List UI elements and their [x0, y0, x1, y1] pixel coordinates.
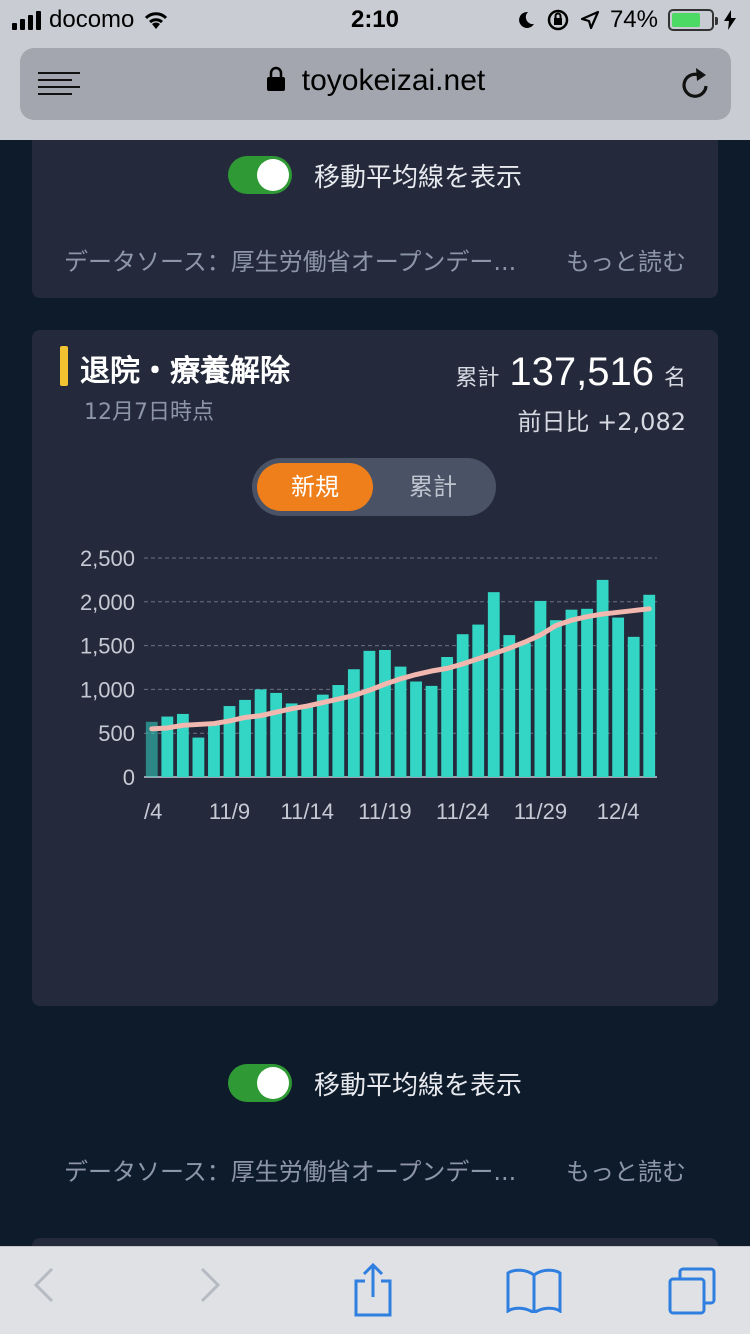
- forward-icon[interactable]: [198, 1265, 222, 1305]
- next-card: [32, 1238, 718, 1246]
- chart-bar: [550, 620, 562, 777]
- title-marker: [60, 346, 68, 386]
- moving-average-toggle-row: 移動平均線を表示: [32, 1064, 718, 1102]
- chart-bar: [534, 600, 547, 777]
- y-tick-label: 500: [98, 721, 135, 746]
- chart-bar: [301, 705, 314, 777]
- total-unit: 名: [663, 366, 686, 391]
- card-title: 退院・療養解除: [80, 354, 290, 389]
- x-tick-label: 11/19: [358, 799, 411, 820]
- chart-bar: [270, 692, 283, 777]
- x-tick-label: 12/4: [597, 799, 640, 820]
- chart-bar: [518, 642, 531, 777]
- y-tick-label: 1,500: [80, 634, 135, 659]
- chart-bar: [643, 594, 656, 777]
- day-over-day-change: 前日比 +2,082: [517, 408, 686, 436]
- charging-icon: [724, 10, 736, 30]
- chart-bar: [332, 685, 345, 777]
- y-tick-label: 0: [123, 765, 135, 790]
- moving-average-toggle[interactable]: [227, 156, 292, 194]
- y-tick-label: 2,500: [80, 546, 135, 571]
- chart-bar: [192, 737, 205, 777]
- browser-header: toyokeizai.net: [0, 42, 750, 140]
- cumulative-total: 累計 137,516 名: [455, 350, 686, 395]
- back-icon[interactable]: [32, 1265, 56, 1305]
- chart-bar: [425, 685, 438, 777]
- discharged-bar-chart: 0 500 1,000 1,500 2,000 2,500/4 11/9 11/14 11/19…: [80, 546, 657, 820]
- chart-bar: [379, 649, 391, 777]
- share-icon[interactable]: [352, 1261, 394, 1317]
- chart-bar: [161, 716, 174, 777]
- chart-bar: [612, 617, 625, 777]
- read-more-link[interactable]: もっと読む: [566, 248, 686, 276]
- x-tick-label: 11/9: [209, 799, 250, 820]
- y-tick-label: 1,000: [80, 677, 135, 702]
- clock: 2:10: [350, 6, 400, 33]
- read-more-link[interactable]: もっと読む: [566, 1158, 686, 1186]
- total-label: 累計: [455, 366, 500, 391]
- data-source-text: データソース：厚生労働省オープンデー...: [64, 1158, 517, 1186]
- address-bar[interactable]: toyokeizai.net: [20, 48, 731, 120]
- chart-bar: [254, 689, 267, 777]
- discharged-chart-card: 退院・療養解除 12月7日時点 累計 137,516 名 前日比 +2,082 …: [32, 330, 718, 1186]
- chart-bar: [565, 609, 578, 777]
- moving-average-line: [149, 606, 652, 732]
- data-source-text: データソース：厚生労働省オープンデー...: [64, 248, 517, 276]
- toggle-label: 移動平均線を表示: [313, 162, 522, 193]
- moon-icon: [519, 11, 534, 28]
- rotation-lock-icon: [547, 9, 569, 31]
- battery-icon: [668, 9, 718, 31]
- location-icon: [580, 10, 600, 30]
- chart-bar: [487, 592, 500, 777]
- status-bar: docomo 2:10 74%: [0, 0, 750, 42]
- chart-bar: [596, 579, 609, 777]
- chart-bar: [441, 656, 454, 777]
- toggle-label: 移動平均線を表示: [313, 1070, 522, 1101]
- chart-bar: [145, 721, 158, 777]
- chart-bar: [347, 669, 360, 777]
- wifi-icon: [145, 12, 168, 29]
- chart-bar: [581, 608, 593, 777]
- chart-bar: [316, 694, 329, 777]
- previous-chart-card: 移動平均線を表示 データソース：厚生労働省オープンデー... もっと読む: [32, 140, 718, 298]
- tab-new[interactable]: 新規: [257, 463, 373, 511]
- carrier-name: docomo: [49, 6, 135, 33]
- tab-cumulative[interactable]: 累計: [409, 473, 457, 501]
- chart-bar: [223, 706, 236, 777]
- battery-percent: 74%: [609, 6, 658, 33]
- chart-bar: [472, 624, 485, 777]
- browser-toolbar: [0, 1246, 750, 1334]
- signal-strength-icon: [12, 10, 41, 30]
- x-tick-label: 11/24: [436, 799, 489, 820]
- as-of-date: 12月7日時点: [84, 400, 214, 425]
- tabs-icon[interactable]: [666, 1265, 718, 1317]
- chart-bar: [456, 634, 469, 777]
- reader-menu-icon[interactable]: [38, 72, 80, 98]
- total-value: 137,516: [509, 350, 654, 394]
- reload-icon[interactable]: [679, 66, 713, 102]
- url-text: toyokeizai.net: [301, 64, 486, 97]
- y-tick-label: 2,000: [80, 590, 135, 615]
- new-cumulative-segmented-control: 新規 累計: [252, 458, 496, 516]
- page-content: 移動平均線を表示 データソース：厚生労働省オープンデー... もっと読む 退院・…: [0, 140, 750, 1246]
- moving-average-toggle-row: 移動平均線を表示: [32, 156, 718, 194]
- chart-bar: [239, 699, 251, 777]
- moving-average-toggle[interactable]: [227, 1064, 292, 1102]
- chart-bar: [503, 635, 516, 777]
- x-tick-label: 11/29: [514, 799, 567, 820]
- chart-bar: [627, 636, 640, 777]
- chart-bar: [208, 724, 220, 777]
- bookmarks-icon[interactable]: [506, 1267, 562, 1313]
- x-tick-label: 11/14: [281, 799, 334, 820]
- lock-icon: [266, 66, 285, 91]
- chart-bar: [176, 713, 189, 777]
- x-tick-label: /4: [144, 799, 162, 820]
- chart-bar: [363, 650, 376, 777]
- chart-bar: [410, 681, 422, 777]
- chart-bar: [394, 666, 407, 777]
- chart-bar: [285, 703, 298, 777]
